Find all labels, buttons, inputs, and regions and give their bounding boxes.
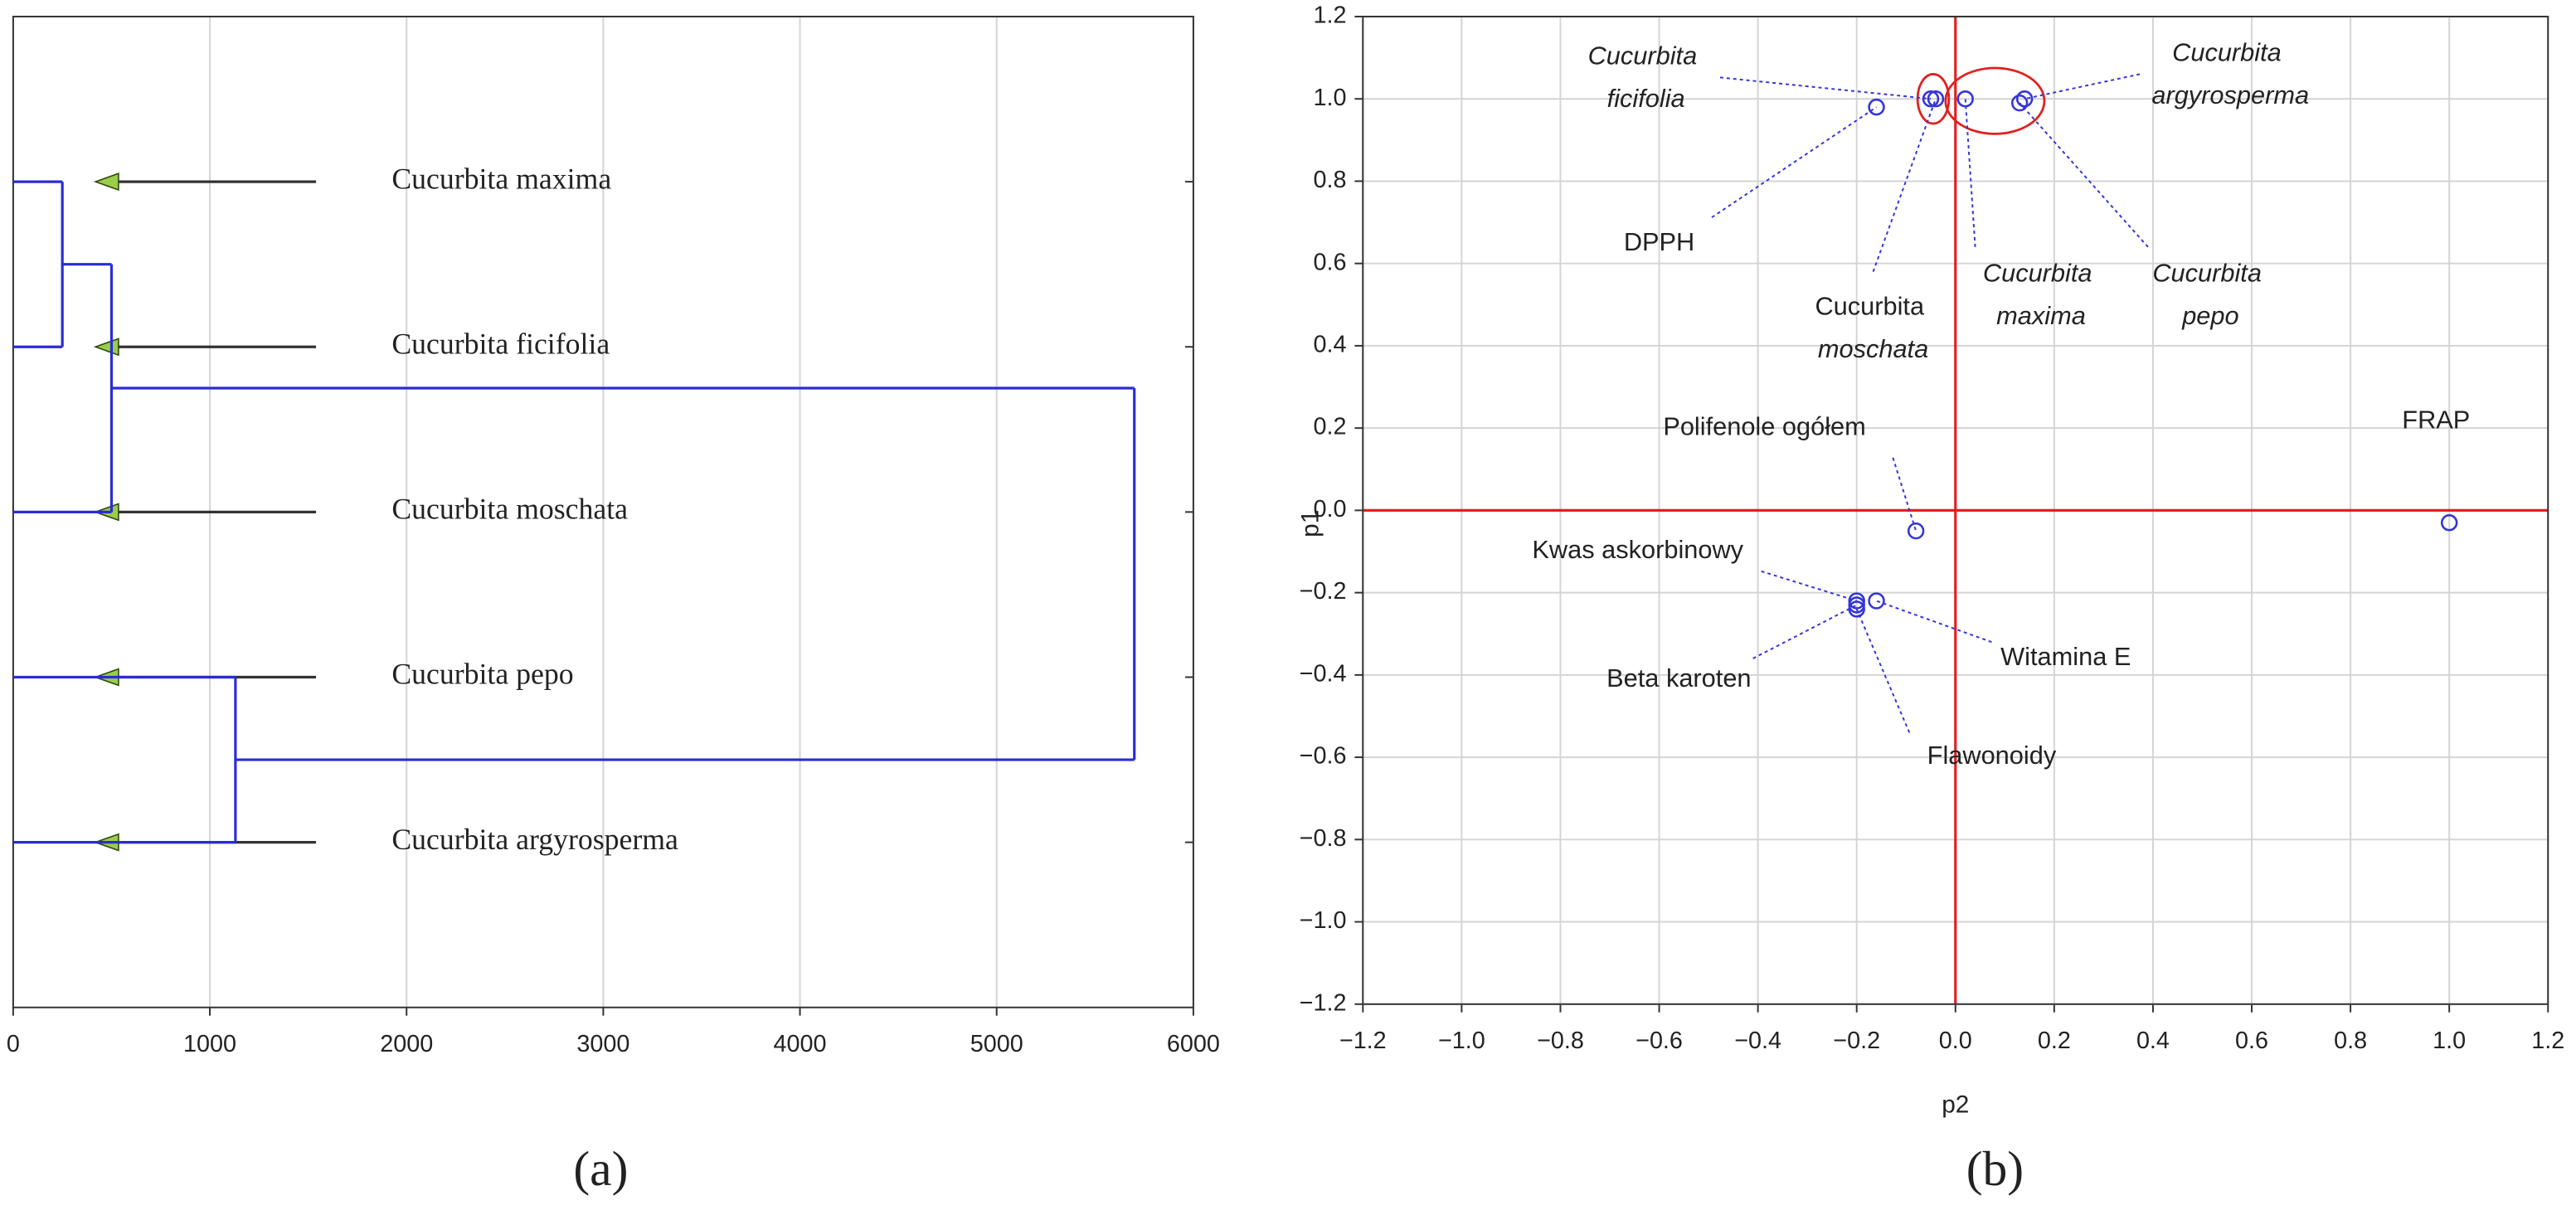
y-tick-label: −0.4: [1300, 660, 1347, 687]
y-tick-label: −0.6: [1300, 743, 1347, 770]
y-tick-label: 0.8: [1313, 167, 1346, 193]
panel-label: (b): [1966, 1141, 2024, 1196]
leaf-label: Cucurbita argyrosperma: [391, 823, 678, 856]
x-tick-label: 1.0: [2433, 1028, 2466, 1054]
label-line: moschata: [1818, 334, 1928, 363]
y-tick-label: 0.0: [1313, 496, 1346, 522]
label-line: ficifolia: [1607, 84, 1685, 113]
y-tick-label: 1.2: [1313, 2, 1346, 29]
leader-line: [1872, 98, 1937, 272]
data-point: [2010, 94, 2029, 112]
x-tick-label: 6000: [1167, 1031, 1220, 1057]
x-tick-label: −0.4: [1734, 1028, 1781, 1054]
y-tick-label: 0.4: [1313, 332, 1346, 358]
point-label: Cucurbita pepo: [2152, 259, 2268, 331]
label-line: pepo: [2181, 301, 2238, 330]
highlight-ellipse: [1916, 73, 1951, 125]
x-tick-label: −0.2: [1833, 1028, 1880, 1054]
x-tick-label: −1.2: [1339, 1028, 1387, 1054]
x-tick-label: 4000: [774, 1031, 827, 1057]
y-tick-label: 0.6: [1313, 249, 1346, 275]
y-tick-label: −1.2: [1300, 989, 1347, 1016]
point-label: Cucurbita moschata: [1815, 291, 1931, 363]
leaf-label: Cucurbita ficifolia: [391, 327, 610, 360]
leader-line: [1719, 76, 1932, 100]
leader-line: [2019, 102, 2149, 248]
label-line: maxima: [1996, 301, 2086, 330]
data-point: [1956, 90, 1974, 108]
x-tick-label: 0.6: [2235, 1028, 2268, 1054]
highlight-ellipse: [1944, 66, 2046, 135]
point-label: Flawonoidy: [1927, 741, 2057, 770]
point-label: FRAP: [2402, 405, 2470, 434]
point-label: Kwas askorbinowy: [1532, 535, 1743, 564]
x-tick-label: 1.2: [2531, 1028, 2564, 1054]
x-tick-label: 0.2: [2038, 1028, 2071, 1054]
x-tick-label: 5000: [970, 1031, 1023, 1057]
data-point: [1868, 98, 1885, 116]
x-tick-label: 0.8: [2334, 1028, 2367, 1054]
point-label: DPPH: [1624, 227, 1694, 256]
point-label: Polifenole ogółem: [1663, 411, 1865, 440]
point-label: Witamina E: [2000, 642, 2131, 671]
x-tick-label: 0.0: [1939, 1028, 1972, 1054]
leader-line: [1964, 99, 1976, 247]
x-tick-label: −0.6: [1636, 1028, 1683, 1054]
y-tick-label: 0.2: [1313, 414, 1346, 440]
label-line: Cucurbita: [1983, 259, 2099, 288]
dendrogram-link: [111, 386, 1136, 761]
x-tick-label: 3000: [576, 1031, 629, 1057]
leader-line: [1855, 609, 1911, 733]
leader-line: [1876, 600, 1992, 644]
arrow-head: [93, 173, 119, 192]
y-axis-label: p1: [1297, 510, 1324, 537]
x-tick-label: −1.0: [1438, 1028, 1485, 1054]
point-label: Beta karoten: [1606, 663, 1751, 692]
label-line: Cucurbita: [1815, 291, 1931, 320]
point-label: Cucurbita argyrosperma: [2151, 38, 2309, 110]
leaf-label: Cucurbita maxima: [391, 162, 611, 195]
data-point: [1848, 600, 1865, 618]
x-tick-label: 1000: [183, 1031, 236, 1057]
y-tick-label: −1.0: [1300, 907, 1347, 934]
label-line: Cucurbita: [1588, 41, 1704, 70]
label-line: Cucurbita: [2152, 259, 2268, 288]
label-line: Cucurbita: [2172, 38, 2288, 67]
leaf-label: Cucurbita pepo: [391, 658, 573, 691]
x-tick-label: 0.4: [2136, 1028, 2170, 1054]
y-tick-label: −0.8: [1300, 825, 1347, 852]
x-axis-label: p2: [1942, 1091, 1969, 1119]
x-tick-label: 0: [7, 1031, 20, 1057]
leader-line: [1711, 106, 1878, 218]
leaf-label: Cucurbita moschata: [391, 493, 628, 526]
x-tick-label: −0.8: [1537, 1028, 1584, 1054]
data-point: [1868, 592, 1885, 610]
point-label: Cucurbita maxima: [1983, 259, 2099, 331]
y-tick-label: −0.2: [1300, 578, 1347, 605]
data-point: [1927, 90, 1945, 108]
point-label: Cucurbita ficifolia: [1588, 41, 1704, 114]
data-point: [1907, 522, 1925, 540]
plot-frame: [1362, 15, 2549, 1005]
x-tick-label: 2000: [380, 1031, 433, 1057]
data-point: [2015, 90, 2034, 108]
y-tick-label: 1.0: [1313, 85, 1346, 111]
panel-label: (a): [573, 1141, 628, 1196]
data-point: [1922, 90, 1940, 108]
data-point: [2440, 514, 2458, 532]
label-line: argyrosperma: [2151, 80, 2309, 109]
